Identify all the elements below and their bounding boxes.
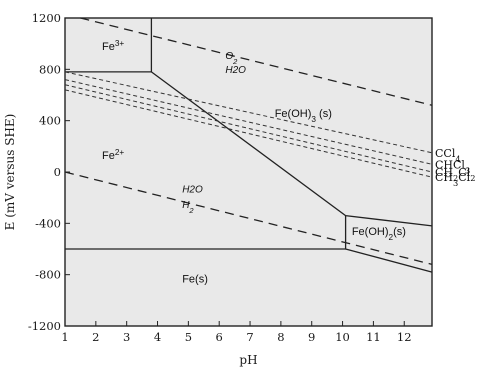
x-tick-label-6: 7 bbox=[246, 330, 253, 344]
x-tick-label-0: 1 bbox=[61, 330, 68, 344]
y-axis-title: E (mV versus SHE) bbox=[3, 114, 17, 231]
x-tick-label-3: 4 bbox=[154, 330, 161, 344]
water-lower-label-1: H2 bbox=[182, 200, 194, 215]
x-tick-label-5: 6 bbox=[216, 330, 223, 344]
water-upper-label-1: H2O bbox=[182, 185, 203, 196]
solvent-label-1: CHCl3 bbox=[435, 158, 470, 175]
water-line-1 bbox=[64, 171, 433, 266]
region-label-1: Fe2+ bbox=[102, 148, 124, 163]
x-axis-title: pH bbox=[239, 353, 257, 367]
region-label-4: Fe(s) bbox=[182, 273, 208, 285]
region-label-3: Fe(OH)2(s) bbox=[352, 226, 406, 242]
water-stability-lines bbox=[64, 17, 433, 266]
y-tick-label-0: 1200 bbox=[32, 11, 61, 25]
solvent-label-3: CH3Cl bbox=[435, 171, 471, 188]
solvent-label-0: CCl4 bbox=[435, 147, 461, 164]
y-tick-label-1: 800 bbox=[39, 62, 61, 76]
x-tick-label-1: 2 bbox=[92, 330, 99, 344]
water-upper-label-0: O2 bbox=[225, 51, 238, 66]
region-label-0: Fe3+ bbox=[102, 39, 124, 54]
y-tick-label-3: 0 bbox=[54, 165, 61, 179]
region-label-2: Fe(OH)3 (s) bbox=[275, 108, 332, 124]
x-tick-label-2: 3 bbox=[123, 330, 130, 344]
water-lower-label-0: H2O bbox=[225, 65, 246, 76]
phase-boundary-3 bbox=[344, 215, 433, 273]
water-line-0 bbox=[80, 17, 433, 106]
y-tick-label-5: -800 bbox=[35, 268, 61, 282]
region-labels: Fe3+Fe2+Fe(OH)3 (s)Fe(OH)2(s)Fe(s)O2H2OH… bbox=[102, 39, 406, 286]
y-tick-label-2: 400 bbox=[39, 114, 61, 128]
x-tick-label-7: 8 bbox=[277, 330, 284, 344]
plot-area bbox=[64, 17, 433, 327]
boundary-lines bbox=[65, 18, 433, 273]
x-tick-label-10: 11 bbox=[366, 330, 381, 344]
x-tick-label-11: 12 bbox=[397, 330, 412, 344]
phase-boundary-1 bbox=[65, 71, 433, 227]
x-tick-label-4: 5 bbox=[185, 330, 192, 344]
y-tick-label-6: -1200 bbox=[28, 319, 61, 333]
x-tick-label-8: 9 bbox=[308, 330, 315, 344]
y-tick-label-4: -400 bbox=[35, 216, 61, 230]
x-tick-label-9: 10 bbox=[335, 330, 350, 344]
solvent-label-2: CH2Cl2 bbox=[435, 166, 475, 183]
